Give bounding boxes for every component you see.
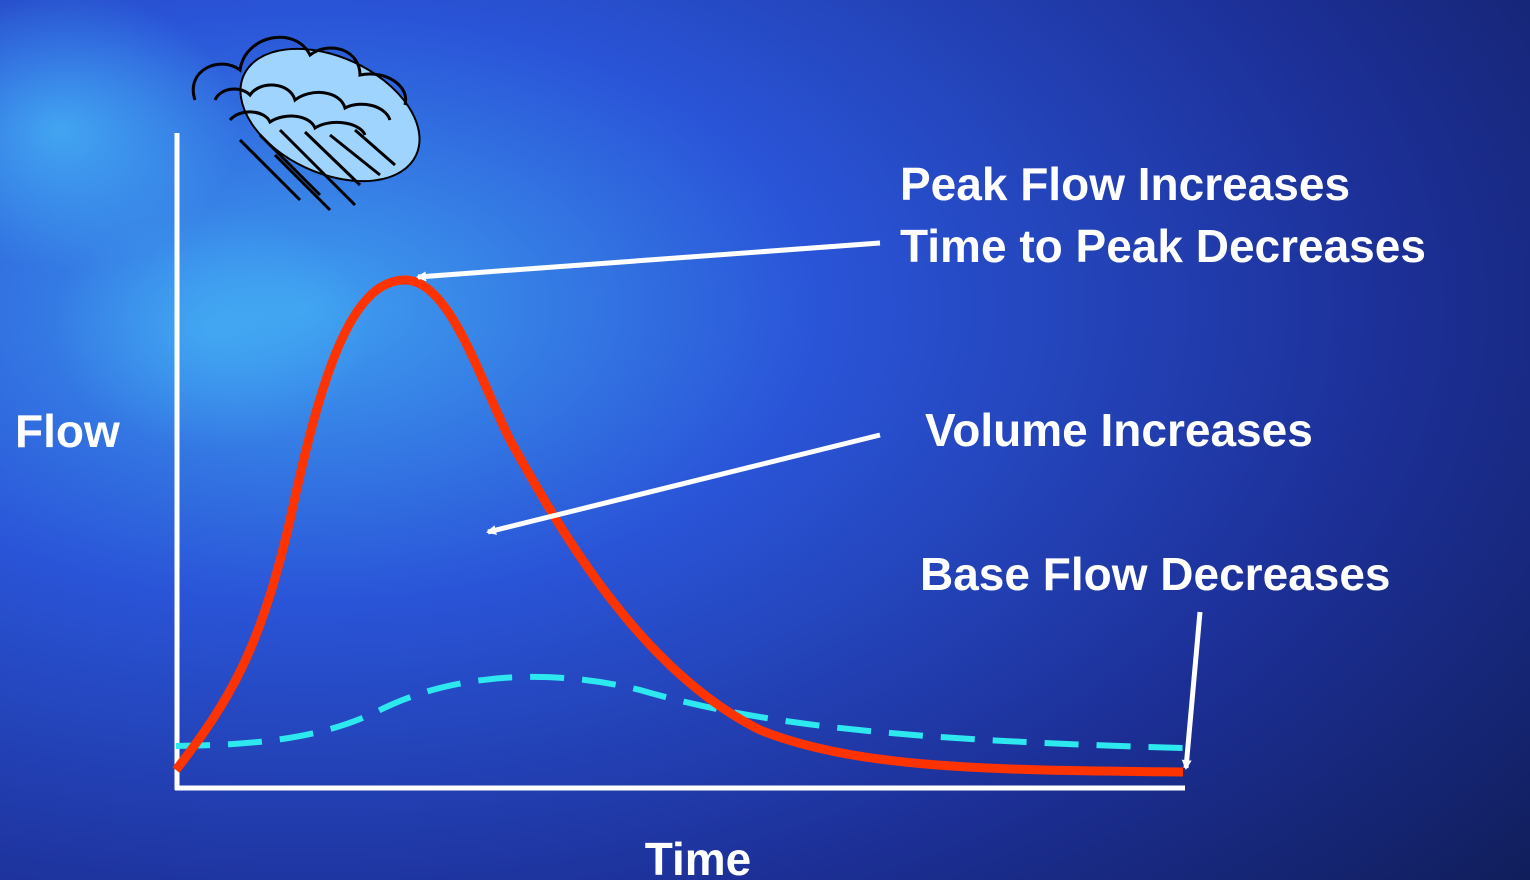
annotation: Time to Peak Decreases	[900, 220, 1426, 272]
annotation: Base Flow Decreases	[920, 548, 1391, 600]
slide: Flow Time Peak Flow Increases Time to Pe…	[0, 0, 1530, 880]
y-axis-label: Flow	[15, 405, 120, 457]
x-axis-label: Time	[645, 833, 752, 880]
annotation: Peak Flow Increases	[900, 158, 1350, 210]
annotation: Volume Increases	[925, 404, 1313, 456]
